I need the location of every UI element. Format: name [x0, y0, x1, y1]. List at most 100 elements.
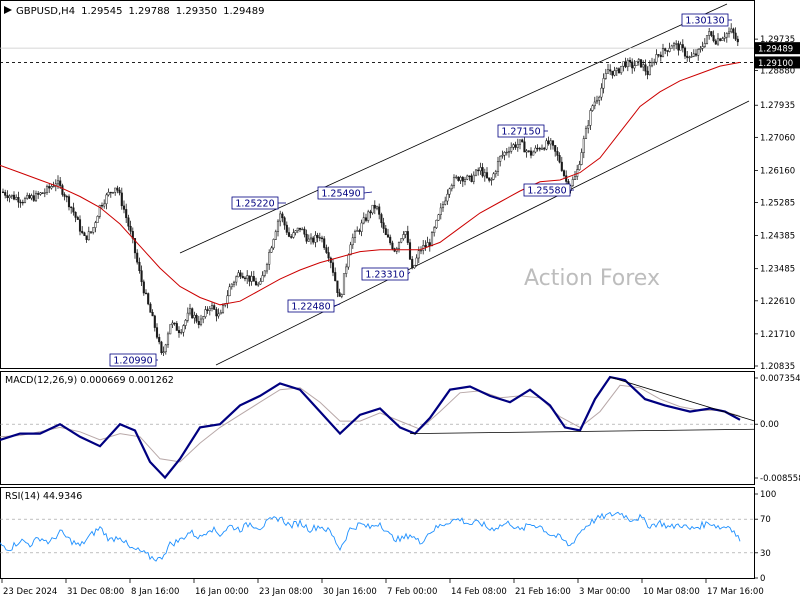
candle-body [318, 237, 321, 239]
candle-body [202, 316, 205, 320]
candle-body [283, 217, 286, 226]
candle-body [83, 232, 86, 236]
candle-body [668, 48, 671, 52]
candle-body [85, 235, 88, 240]
candle-body [59, 180, 62, 186]
candle-body [547, 140, 550, 145]
macd-title: MACD(12,26,9) 0.000669 0.001262 [5, 375, 174, 386]
candle-body [204, 309, 207, 317]
candle-body [633, 65, 636, 69]
rsi-tick-label: 0 [760, 574, 765, 584]
candle-body [30, 195, 33, 199]
price-tick-label: 1.25285 [760, 199, 795, 209]
price-label-text: 1.25490 [321, 189, 360, 200]
price-label-leader [333, 303, 341, 307]
candle-body [309, 237, 313, 240]
candle-body [402, 234, 405, 239]
collapse-triangle-icon[interactable] [4, 6, 12, 14]
candle-body [219, 312, 222, 315]
candle-body [637, 59, 640, 62]
candle-body [171, 322, 174, 325]
price-tick-label: 1.22610 [760, 297, 795, 307]
candle-body [580, 152, 583, 165]
candle-body [488, 177, 491, 181]
header-high: 1.29788 [128, 6, 169, 17]
candle-body [386, 234, 390, 238]
candle-body [479, 167, 482, 172]
candle-body [675, 43, 678, 45]
candle-body [593, 101, 596, 107]
candle-body [237, 272, 240, 278]
candle-body [716, 38, 720, 45]
candle-body [305, 233, 308, 242]
candle-body [17, 197, 20, 203]
date-tick-label: 3 Mar 00:00 [579, 587, 630, 597]
candle-body [417, 250, 420, 259]
candle-body [712, 35, 715, 42]
candle-body [303, 228, 306, 235]
candle-body [461, 177, 464, 182]
candle-body [254, 281, 258, 286]
candle-body [250, 276, 253, 282]
candle-body [584, 127, 588, 139]
candle-body [426, 242, 429, 247]
candle-body [408, 242, 412, 260]
rsi-panel-frame [0, 487, 755, 579]
candle-body [50, 186, 53, 189]
price-label-leader [363, 191, 373, 194]
candle-body [21, 201, 24, 204]
candle-body [138, 261, 141, 271]
candle-body [714, 40, 717, 45]
candle-body [648, 65, 651, 76]
candle-body [285, 224, 288, 233]
candle-body [730, 28, 733, 33]
candle-body [221, 304, 225, 313]
date-tick-label: 23 Dec 2024 [3, 587, 57, 597]
sma-line [0, 61, 741, 306]
candle-body [644, 64, 647, 72]
candle-body [180, 331, 183, 334]
candle-body [430, 232, 434, 247]
candle-body [191, 308, 194, 319]
candle-body [116, 187, 119, 191]
candle-body [210, 305, 214, 309]
candle-body [15, 197, 18, 200]
candle-body [356, 230, 359, 232]
candle-body [721, 38, 724, 41]
candle-body [345, 266, 348, 274]
candle-body [307, 238, 310, 242]
candle-body [74, 211, 77, 218]
candle-body [514, 144, 517, 148]
date-tick-label: 16 Jan 00:00 [195, 587, 249, 597]
candle-body [650, 62, 654, 67]
candle-body [448, 188, 451, 195]
price-label-leader [407, 271, 411, 275]
candle-body [494, 171, 497, 175]
price-tick-label: 1.21710 [760, 330, 795, 340]
header-low: 1.29350 [176, 6, 217, 17]
candle-body [94, 222, 97, 228]
candle-body [162, 351, 165, 353]
candle-body [109, 191, 112, 194]
candle-body [10, 194, 13, 197]
current-price-label: 1.29489 [758, 45, 793, 55]
header-ohlc: GBPUSD,H4 1.29545 1.29788 1.29350 1.29489 [16, 6, 265, 17]
candle-body [397, 241, 401, 249]
candle-body [136, 252, 139, 263]
candle-body [265, 264, 269, 272]
candle-body [732, 28, 735, 34]
candle-body [602, 78, 605, 89]
candle-body [701, 46, 704, 49]
candle-body [153, 315, 156, 328]
macd-main-line [0, 375, 741, 480]
candle-body [274, 231, 277, 240]
candle-body [413, 265, 416, 269]
price-tick-label: 1.27935 [760, 101, 795, 111]
candle-body [314, 234, 317, 243]
candle-body [243, 277, 247, 280]
candle-body [683, 47, 687, 57]
candle-body [686, 55, 689, 58]
macd-tick-label: 0.00 [760, 420, 779, 430]
candle-body [364, 217, 368, 221]
price-tick-label: 1.20835 [760, 362, 795, 372]
